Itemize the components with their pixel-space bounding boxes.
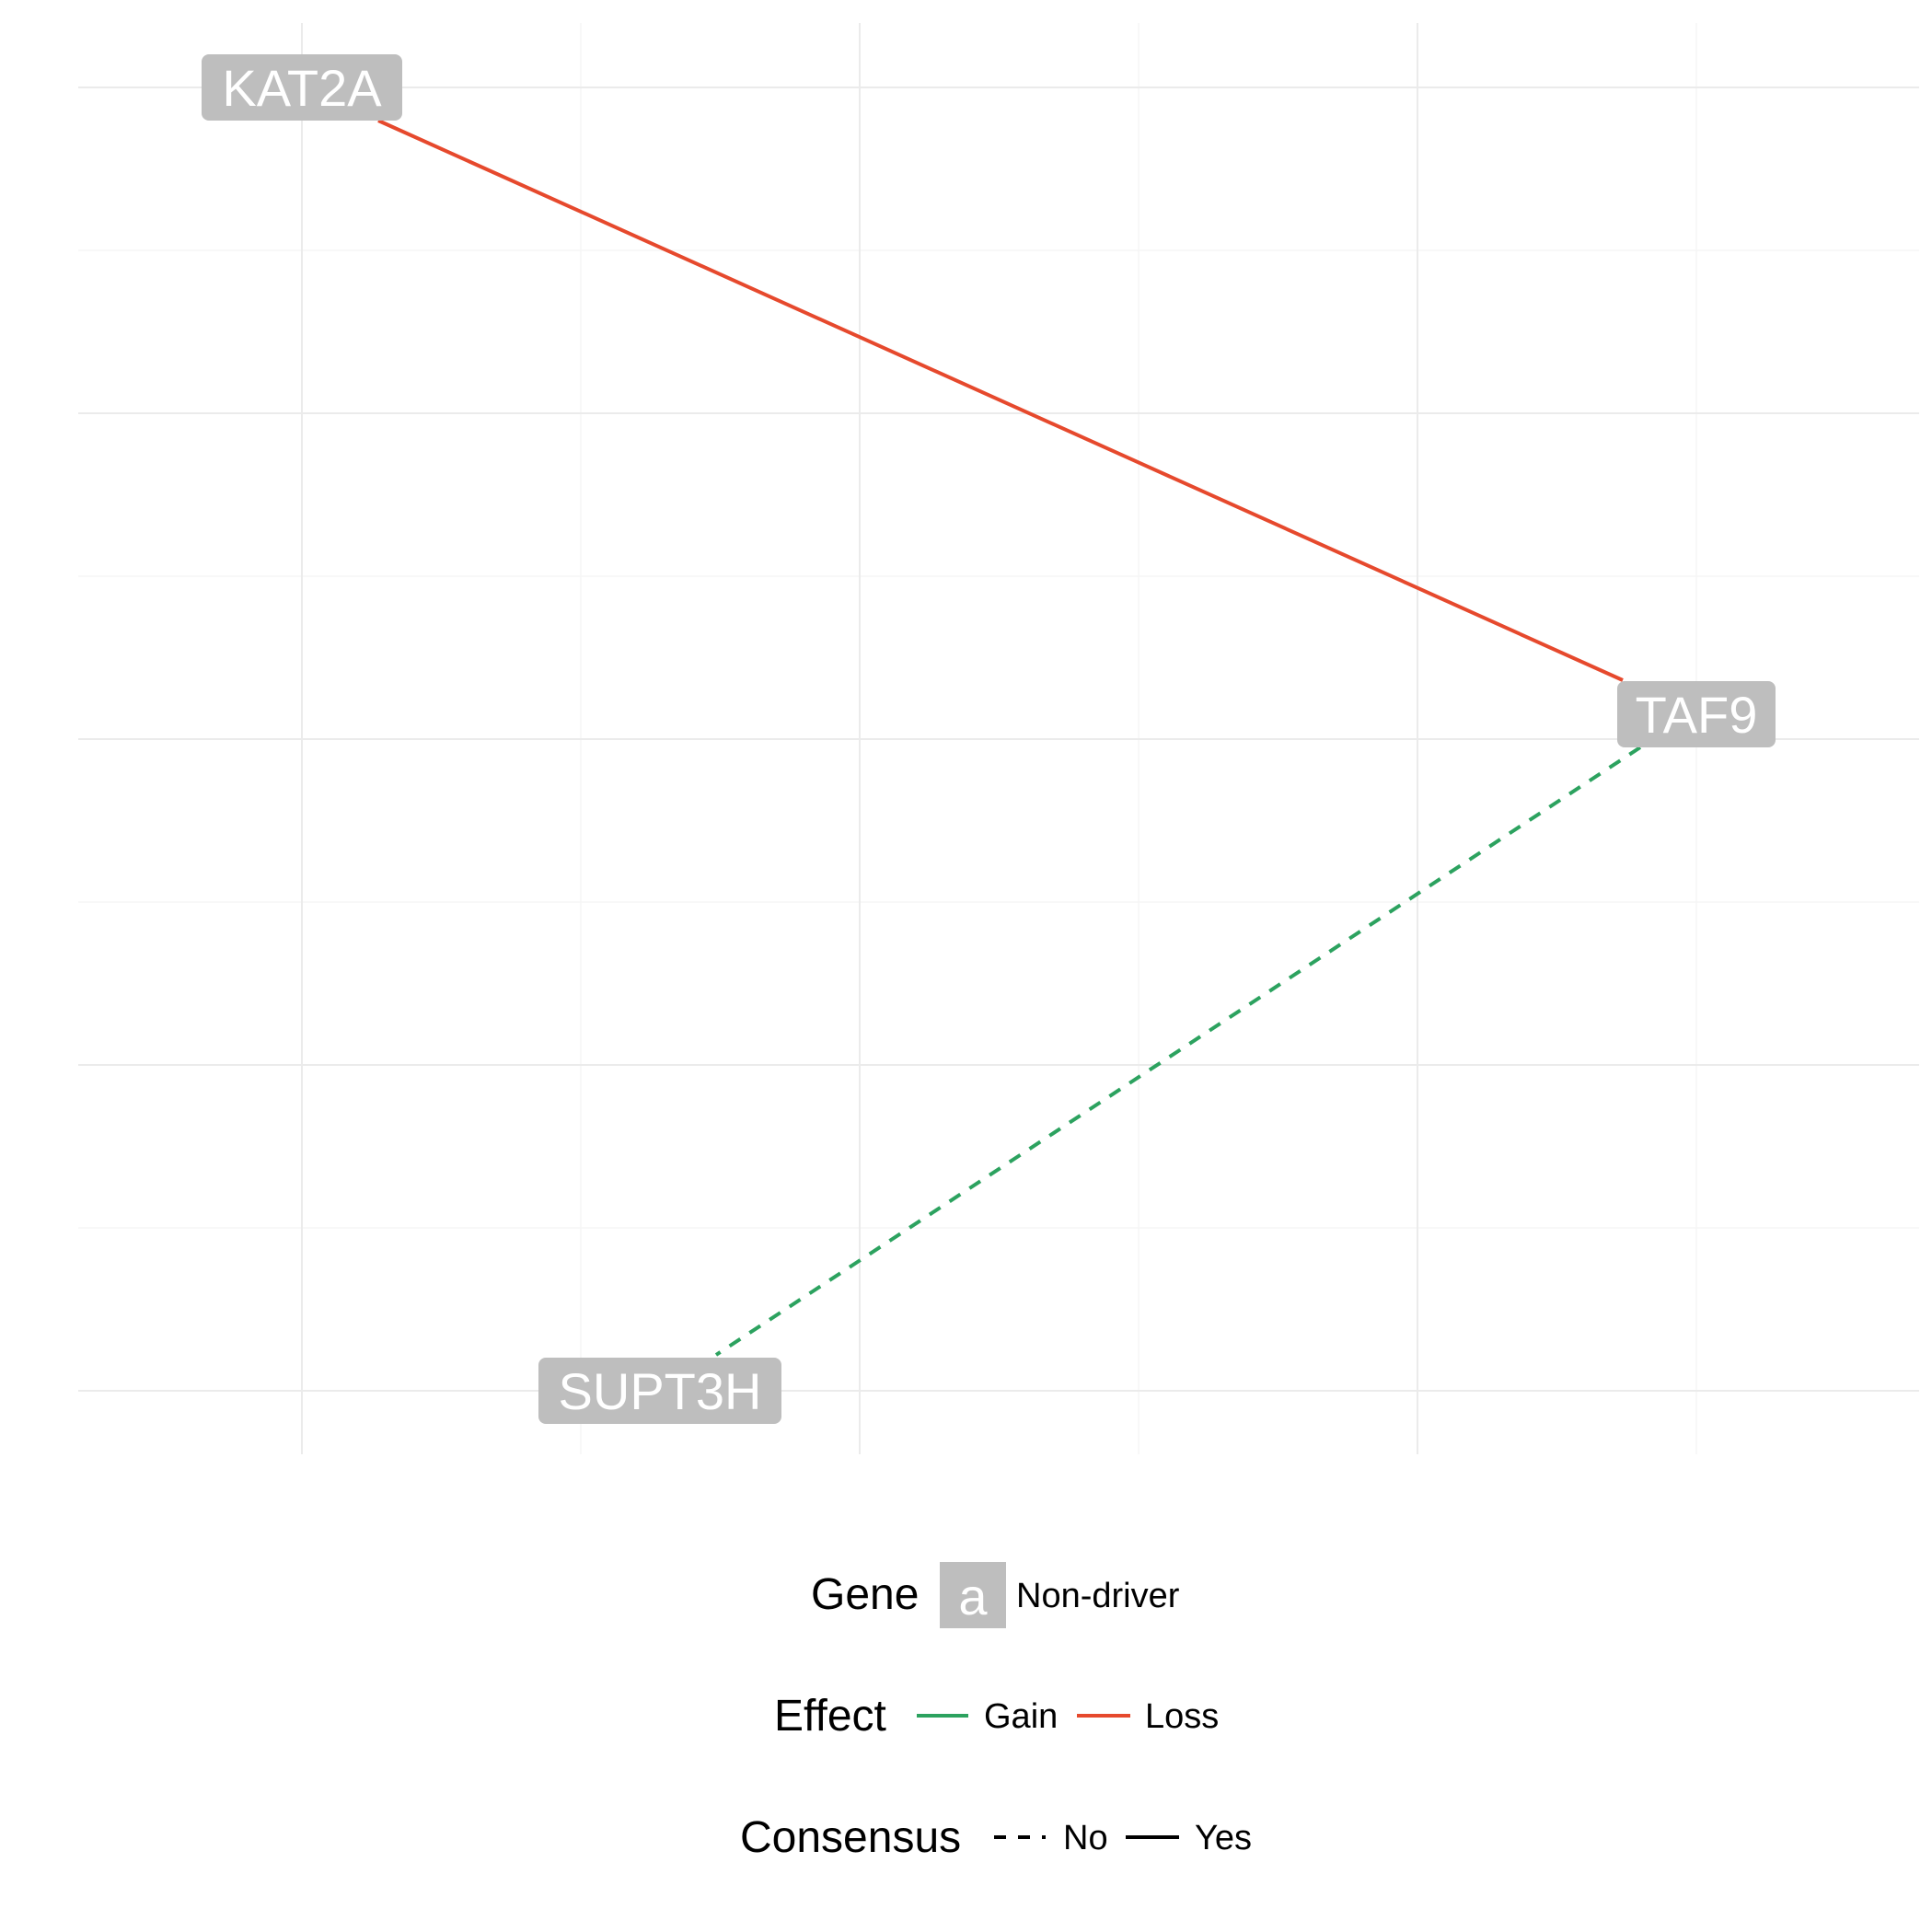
- node-supt3h: SUPT3H: [538, 1358, 781, 1424]
- node-taf9: TAF9: [1617, 681, 1776, 747]
- legend-effect-loss-label: Loss: [1145, 1697, 1219, 1736]
- legend-effect-gain-label: Gain: [984, 1697, 1058, 1736]
- legend-effect-title: Effect: [774, 1692, 886, 1741]
- node-label-box: [1617, 681, 1776, 747]
- edge-kat2a-taf9: [377, 119, 1624, 682]
- legend-consensus-no-label: No: [1063, 1819, 1108, 1857]
- legend-consensus-title: Consensus: [740, 1813, 961, 1862]
- legend-gene: Gene a Non-driver: [811, 1562, 1180, 1628]
- node-label: SUPT3H: [559, 1362, 762, 1420]
- legend-consensus-yes-label: Yes: [1195, 1819, 1252, 1857]
- legend-gene-label-non-driver: Non-driver: [1016, 1577, 1180, 1615]
- legend-gene-key-glyph: a: [958, 1568, 988, 1625]
- node-label-box: [202, 54, 402, 121]
- node-label-box: [538, 1358, 781, 1424]
- legend-gene-key: [940, 1562, 1006, 1628]
- legend: Gene a Non-driver Effect Gain Loss Conse…: [740, 1562, 1252, 1862]
- legend-gene-title: Gene: [811, 1570, 919, 1619]
- node-label: KAT2A: [222, 59, 382, 117]
- legend-effect: Effect Gain Loss: [774, 1692, 1219, 1741]
- edges-layer: [377, 119, 1642, 1357]
- legend-consensus: Consensus No Yes: [740, 1813, 1252, 1862]
- nodes-layer: KAT2A TAF9 SUPT3H: [202, 54, 1776, 1424]
- node-kat2a: KAT2A: [202, 54, 402, 121]
- edge-taf9-supt3h: [714, 746, 1642, 1357]
- node-label: TAF9: [1636, 686, 1758, 744]
